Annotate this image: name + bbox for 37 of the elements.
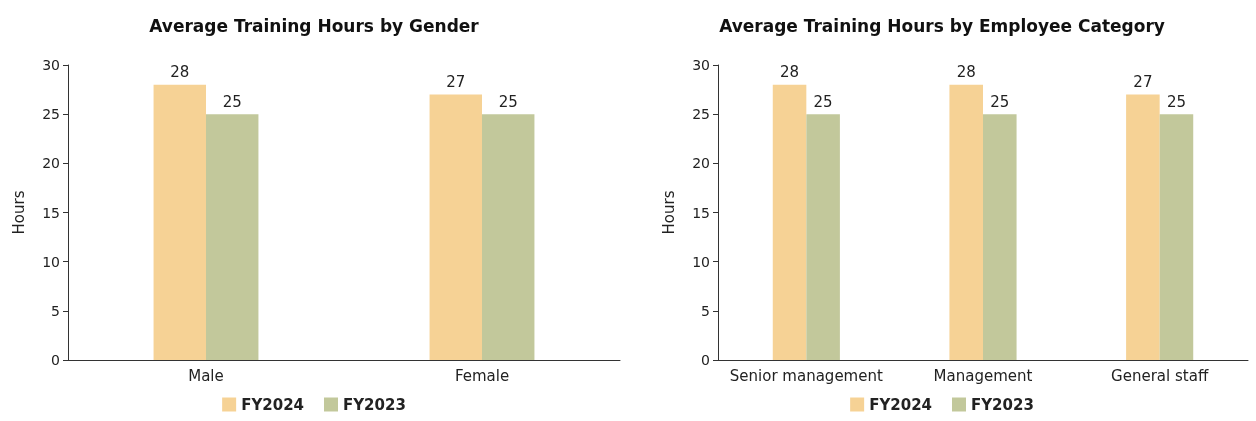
y-tick-label: 20 [42,155,60,172]
legend-label: FY2024 [869,395,932,414]
y-axis-title: Hours [9,190,28,235]
y-tick-label: 0 [701,352,710,368]
data-label: 25 [990,92,1010,111]
y-tick-label: 15 [42,204,60,221]
y-tick-label: 20 [692,155,710,172]
x-tick-label: Female [454,366,510,385]
y-tick-label: 5 [51,302,60,319]
y-tick-label: 5 [701,302,710,319]
y-axis-title: Hours [659,190,678,235]
y-tick-label: 30 [692,57,710,73]
data-label: 25 [498,92,518,111]
y-tick-label: 0 [51,352,60,368]
data-label: 28 [780,63,800,82]
chart-title: Average Training Hours by Gender [149,15,480,36]
x-tick-label: General staff [1111,366,1209,385]
data-label: 27 [1133,73,1153,91]
y-tick-label: 10 [42,253,60,270]
chart-title: Average Training Hours by Employee Category [719,15,1165,36]
x-tick-label: Male [188,366,224,385]
data-label: 28 [170,63,190,82]
data-label: 25 [1166,92,1186,111]
legend-label: FY2023 [343,395,406,414]
x-tick-label: Management [933,366,1033,385]
y-tick-label: 25 [692,106,710,123]
y-tick-label: 15 [692,204,710,221]
y-tick-label: 30 [42,57,60,73]
y-tick-label: 10 [692,253,710,270]
data-label: 25 [813,92,833,111]
data-label: 25 [222,92,242,111]
legend-label: FY2023 [971,395,1034,414]
x-tick-label: Senior management [729,366,883,385]
data-label: 27 [446,73,466,91]
data-label: 28 [956,63,976,82]
legend-label: FY2024 [241,395,304,414]
y-tick-label: 25 [42,106,60,123]
